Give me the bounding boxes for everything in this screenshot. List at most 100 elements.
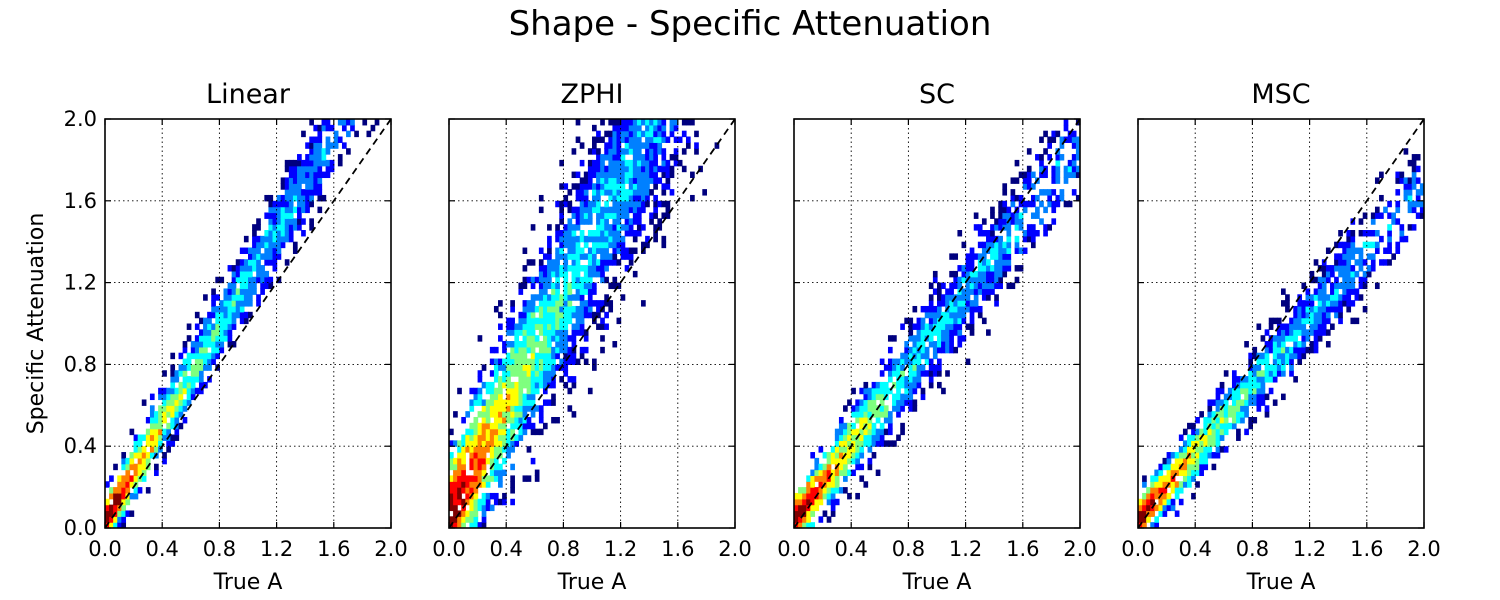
density-cell bbox=[243, 317, 249, 325]
density-cell bbox=[211, 329, 216, 336]
density-cell bbox=[986, 259, 991, 266]
density-cell bbox=[526, 358, 532, 365]
density-cell bbox=[916, 381, 922, 389]
density-cell bbox=[575, 294, 581, 301]
density-cell bbox=[256, 247, 261, 254]
density-cell bbox=[137, 446, 143, 453]
density-cell bbox=[317, 183, 323, 190]
density-cell bbox=[190, 393, 196, 401]
density-cell bbox=[538, 364, 544, 371]
density-cell bbox=[219, 276, 225, 284]
density-cell bbox=[1305, 311, 1311, 319]
density-cell bbox=[879, 358, 885, 365]
density-cell bbox=[231, 305, 237, 313]
density-cell bbox=[559, 311, 564, 319]
density-cell bbox=[1030, 235, 1036, 243]
density-cell bbox=[1195, 434, 1200, 441]
density-cell bbox=[337, 159, 343, 167]
density-cell bbox=[137, 452, 143, 459]
density-cell bbox=[587, 200, 593, 208]
density-cell bbox=[600, 119, 605, 126]
density-cell bbox=[530, 352, 536, 360]
density-cell bbox=[653, 235, 658, 243]
density-cell bbox=[949, 288, 954, 295]
density-cell bbox=[1354, 259, 1360, 266]
density-cell bbox=[559, 335, 564, 342]
density-cell bbox=[178, 405, 184, 412]
density-cell bbox=[518, 399, 524, 406]
density-cell bbox=[477, 422, 483, 430]
density-cell bbox=[149, 411, 155, 418]
density-cell bbox=[636, 224, 642, 231]
density-cell bbox=[600, 206, 605, 214]
density-cell bbox=[317, 130, 323, 138]
density-cell bbox=[1342, 288, 1347, 295]
density-cell bbox=[1362, 305, 1368, 313]
density-cell bbox=[863, 434, 869, 441]
density-cell bbox=[1399, 235, 1405, 243]
density-cell bbox=[1071, 142, 1077, 149]
density-cell bbox=[1154, 487, 1160, 494]
density-cell bbox=[1256, 393, 1262, 401]
density-cell bbox=[510, 416, 515, 424]
density-cell bbox=[596, 130, 601, 138]
density-cell bbox=[109, 504, 114, 512]
density-cell bbox=[908, 358, 914, 365]
density-cell bbox=[1350, 247, 1356, 254]
density-cell bbox=[469, 463, 475, 471]
density-cell bbox=[162, 370, 167, 377]
density-cell bbox=[190, 381, 196, 389]
density-cell bbox=[843, 446, 848, 453]
density-cell bbox=[986, 329, 991, 336]
density-cell bbox=[264, 230, 270, 237]
density-cell bbox=[583, 288, 589, 295]
density-cell bbox=[453, 516, 458, 523]
density-cell bbox=[555, 311, 560, 319]
density-cell bbox=[818, 516, 824, 523]
density-cell bbox=[608, 136, 614, 143]
density-cell bbox=[998, 253, 1003, 260]
density-cell bbox=[571, 247, 577, 254]
density-cell bbox=[194, 346, 200, 354]
density-cell bbox=[449, 487, 454, 494]
density-cell bbox=[604, 212, 609, 219]
density-cell bbox=[608, 171, 614, 179]
density-cell bbox=[628, 183, 634, 190]
density-cell bbox=[636, 148, 642, 155]
density-cell bbox=[636, 142, 642, 149]
density-cell bbox=[1313, 276, 1319, 284]
density-cell bbox=[1166, 457, 1172, 465]
density-cell bbox=[928, 300, 934, 307]
density-cell bbox=[1260, 335, 1266, 342]
density-cell bbox=[526, 393, 532, 401]
density-cell bbox=[694, 148, 699, 155]
density-cell bbox=[826, 457, 832, 465]
density-cell bbox=[198, 317, 204, 325]
density-cell bbox=[309, 177, 314, 184]
density-cell bbox=[493, 411, 499, 418]
density-cell bbox=[583, 212, 589, 219]
density-cell bbox=[547, 265, 552, 272]
density-cell bbox=[215, 346, 220, 354]
density-cell bbox=[477, 498, 483, 506]
density-cell bbox=[121, 475, 127, 482]
density-cell bbox=[547, 224, 552, 231]
density-cell bbox=[145, 440, 151, 447]
density-cell bbox=[465, 446, 471, 453]
density-cell bbox=[170, 376, 176, 383]
density-cell bbox=[477, 376, 483, 383]
density-cell bbox=[547, 305, 552, 313]
density-cell bbox=[649, 136, 654, 143]
density-cell bbox=[1346, 288, 1352, 295]
density-cell bbox=[620, 253, 626, 260]
density-cell bbox=[1006, 259, 1012, 266]
density-cell bbox=[530, 329, 536, 336]
density-cell bbox=[268, 212, 274, 219]
density-cell bbox=[526, 311, 532, 319]
density-cell bbox=[855, 463, 860, 471]
density-cell bbox=[596, 230, 601, 237]
density-cell bbox=[649, 159, 654, 167]
density-cell bbox=[834, 452, 840, 459]
density-cell bbox=[587, 230, 593, 237]
density-cell bbox=[457, 446, 462, 453]
